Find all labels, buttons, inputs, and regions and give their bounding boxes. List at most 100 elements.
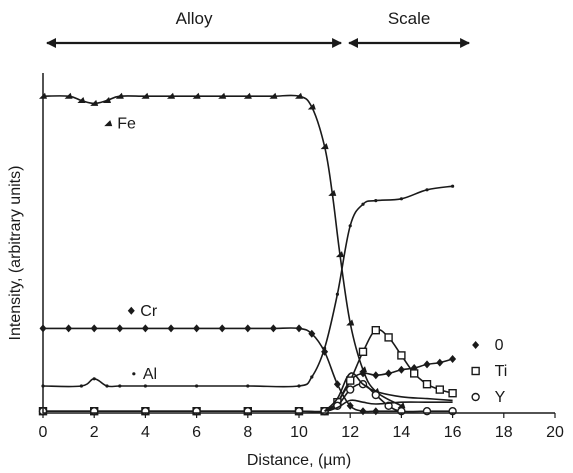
- data-point-cr: [372, 407, 380, 416]
- data-point-al: [374, 199, 378, 203]
- legend-label: 0: [495, 337, 504, 354]
- data-point-0: [423, 360, 431, 369]
- data-point-fe: [192, 92, 201, 99]
- x-tick-label: 16: [444, 424, 462, 441]
- x-tick-label: 12: [341, 424, 359, 441]
- data-point-cr: [167, 324, 175, 333]
- annotation-marker: [127, 306, 135, 315]
- data-point-ti: [448, 389, 457, 398]
- data-point-0: [449, 355, 457, 363]
- y-axis-title: Intensity, (arbitrary units): [7, 166, 24, 341]
- data-point-fe: [167, 92, 175, 99]
- data-point-cr: [308, 329, 316, 338]
- data-point-fe: [115, 92, 124, 99]
- data-point-cr: [295, 324, 303, 333]
- data-point-fe: [64, 92, 73, 99]
- data-point-fe: [90, 99, 99, 106]
- series-line-trace: [324, 372, 453, 412]
- data-point-al: [143, 384, 147, 388]
- data-point-cr: [116, 324, 124, 333]
- x-tick-label: 20: [546, 424, 564, 441]
- annotation-label: Fe: [117, 116, 136, 133]
- data-point-al: [323, 346, 327, 350]
- data-point-ti: [435, 385, 444, 394]
- annotation-label: Al: [143, 366, 157, 383]
- data-point-fe: [397, 402, 406, 409]
- data-point-fe: [243, 92, 252, 99]
- data-point-cr: [218, 324, 226, 333]
- data-point-ti: [410, 369, 419, 378]
- data-point-al: [310, 375, 314, 379]
- data-point-cr: [269, 324, 277, 333]
- data-point-al: [92, 377, 96, 381]
- data-point-ti: [346, 376, 355, 385]
- data-point-cr: [244, 324, 252, 333]
- data-point-fe: [77, 97, 86, 104]
- legend-marker: [472, 341, 480, 349]
- x-tick-label: 0: [39, 424, 48, 441]
- data-point-cr: [90, 324, 98, 333]
- region-label: Scale: [388, 9, 431, 28]
- legend-marker: [471, 366, 480, 376]
- data-point-fe: [359, 366, 367, 373]
- data-point-cr: [65, 324, 73, 333]
- axes: 0 2 4 6 8 10 12 14 16 18 20 Distance, (µm) Intensity…: [7, 73, 564, 469]
- data-point-0: [385, 369, 393, 378]
- data-point-ti: [397, 351, 406, 360]
- x-tick-label: 2: [90, 424, 99, 441]
- data-point-0: [436, 358, 444, 367]
- series-line-ti: [43, 328, 453, 413]
- data-point-fe: [103, 97, 111, 104]
- region-label: Alloy: [176, 9, 213, 28]
- data-point-al: [118, 384, 122, 388]
- data-point-al: [348, 224, 352, 228]
- data-point-fe: [335, 251, 344, 258]
- data-point-al: [425, 188, 429, 192]
- legend-label: Y: [495, 389, 506, 406]
- legend: 0 Ti Y: [471, 337, 508, 406]
- data-point-fe: [141, 92, 150, 99]
- data-point-cr: [333, 380, 341, 389]
- annotations: Fe Cr Al: [104, 116, 158, 383]
- data-point-fe: [328, 189, 337, 196]
- series-layer: [38, 92, 457, 416]
- region-arrows: Alloy Scale: [46, 9, 471, 48]
- series-line-al: [42, 185, 453, 388]
- data-point-ti: [384, 333, 393, 342]
- data-point-al: [297, 384, 301, 388]
- data-point-al: [399, 197, 403, 201]
- data-point-fe: [218, 92, 227, 99]
- legend-marker: [471, 392, 480, 402]
- data-point-fe: [269, 92, 278, 99]
- x-tick-label: 14: [393, 424, 411, 441]
- data-point-fe: [320, 143, 329, 150]
- legend-label: Ti: [495, 363, 508, 380]
- data-point-cr: [359, 407, 367, 416]
- data-point-cr: [346, 401, 354, 410]
- x-tick-label: 18: [495, 424, 513, 441]
- data-point-cr: [141, 324, 149, 333]
- series-line-fe: [42, 94, 402, 407]
- data-point-ti: [422, 380, 432, 389]
- data-point-ti: [371, 326, 380, 335]
- data-point-0: [359, 369, 367, 378]
- series-line-trace: [324, 399, 453, 412]
- data-point-0: [397, 365, 405, 374]
- data-point-0: [372, 371, 380, 380]
- x-axis-title: Distance, (µm): [247, 452, 351, 469]
- data-point-al: [451, 184, 455, 188]
- data-point-al: [246, 384, 250, 388]
- data-point-al: [79, 384, 83, 388]
- data-point-ti: [358, 347, 368, 356]
- data-point-fe: [295, 92, 303, 99]
- data-point-al: [105, 384, 109, 388]
- data-point-fe: [346, 319, 355, 326]
- data-point-cr: [193, 324, 201, 333]
- annotation-marker: [104, 120, 113, 127]
- x-tick-label: 8: [243, 424, 252, 441]
- x-tick-label: 6: [192, 424, 201, 441]
- data-point-al: [335, 292, 339, 296]
- series-line-cr: [42, 327, 402, 413]
- annotation-marker: [132, 372, 136, 376]
